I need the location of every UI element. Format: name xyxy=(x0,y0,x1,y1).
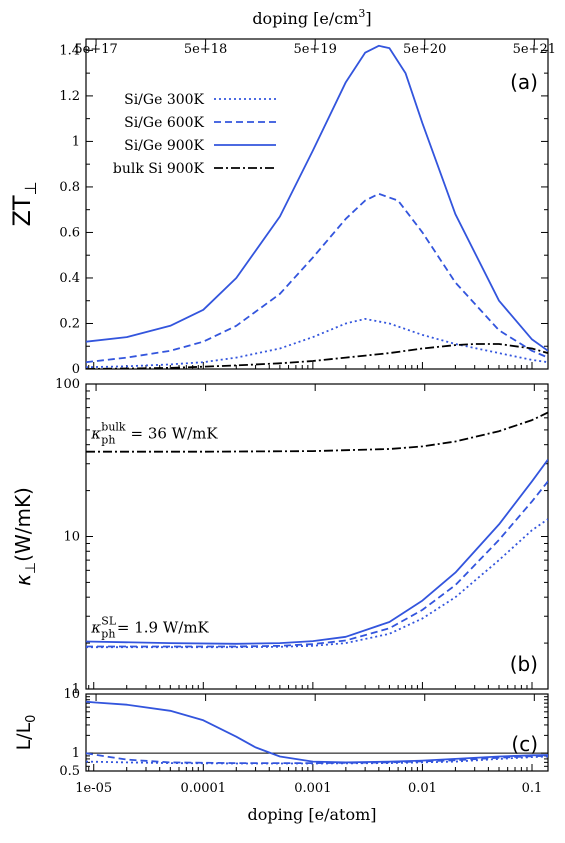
series-line-si-ge-900k xyxy=(86,458,548,645)
bottom-axis-tick-labels: 1e-05 0.0001 0.001 0.01 0.1 xyxy=(75,781,542,796)
annotation-sub: ph xyxy=(101,433,115,446)
top-axis-title: doping [e/cm3] xyxy=(252,7,371,28)
top-tick-label: 5e+17 xyxy=(74,42,117,57)
series-line-si-ge-900k xyxy=(86,44,548,352)
legend-label: Si/Ge 300K xyxy=(124,92,204,108)
series-line-bulk-si-900k xyxy=(86,411,548,453)
y-tick-label: 1 xyxy=(72,134,80,149)
y-tick-label: 10 xyxy=(63,687,80,702)
plot-frame xyxy=(85,38,549,370)
annotation-symbol: κ xyxy=(90,618,101,636)
series-line-si-ge-900k xyxy=(86,700,548,764)
bottom-tick-label: 1e-05 xyxy=(75,781,112,796)
legend-label: bulk Si 900K xyxy=(113,161,205,177)
legend-label: Si/Ge 900K xyxy=(124,138,204,154)
panel-tag: (b) xyxy=(510,652,538,676)
y-tick-label: 0.6 xyxy=(59,225,80,240)
y-axis-title: ZT⊥ xyxy=(8,181,40,226)
bottom-tick-label: 0.0001 xyxy=(181,781,227,796)
series-line-si-ge-600k xyxy=(86,480,548,648)
annotation-sub: ph xyxy=(101,627,115,640)
annotation-sup: bulk xyxy=(101,420,126,433)
y-axis-title: κ⊥(W/mK) xyxy=(11,487,39,586)
annotation-symbol: κ xyxy=(90,424,101,442)
bottom-tick-label: 0.01 xyxy=(408,781,437,796)
panel-c-lorenz: 0.5 1 10 (c) L/L0 xyxy=(13,687,549,779)
top-tick-label: 5e+18 xyxy=(184,42,227,57)
top-axis-tick-labels: 5e+17 5e+18 5e+19 5e+20 5e+21 xyxy=(74,42,556,57)
y-tick-label: 1 xyxy=(72,746,80,761)
panel-tag: (a) xyxy=(510,70,538,94)
y-tick-label: 1.4 xyxy=(59,43,80,58)
series-line-bulk-si-900k xyxy=(86,343,548,369)
bottom-tick-label: 0.001 xyxy=(294,781,331,796)
y-axis-title: L/L0 xyxy=(13,715,39,751)
series-line-si-ge-600k xyxy=(86,192,548,364)
y-tick-label: 0.4 xyxy=(59,271,80,286)
annotation-value: = 1.9 W/mK xyxy=(117,618,210,636)
top-tick-label: 5e+21 xyxy=(513,42,556,57)
y-tick-label: 1.2 xyxy=(59,89,80,104)
y-tick-label: 0.5 xyxy=(59,764,80,779)
y-tick-label: 100 xyxy=(55,377,80,392)
bottom-axis-title: doping [e/atom] xyxy=(248,805,377,824)
series-line-si-ge-300k xyxy=(86,317,548,369)
top-tick-label: 5e+19 xyxy=(293,42,336,57)
top-tick-label: 5e+20 xyxy=(403,42,446,57)
panel-tag: (c) xyxy=(511,732,538,756)
y-tick-label: 0 xyxy=(72,362,80,377)
series-line-si-ge-600k xyxy=(86,752,548,764)
y-tick-label: 0.8 xyxy=(59,180,80,195)
y-tick-label: 1 xyxy=(72,682,80,697)
bottom-tick-label: 0.1 xyxy=(522,781,543,796)
y-tick-label: 10 xyxy=(63,530,80,545)
annotation-value: = 36 W/mK xyxy=(130,424,218,442)
annotation-sup: SL xyxy=(101,614,117,627)
panel-a-zt: 00.20.40.60.811.21.4(a)ZT⊥Si/Ge 300KSi/G… xyxy=(8,38,549,377)
legend: Si/Ge 300K Si/Ge 600K Si/Ge 900K bulk Si 90… xyxy=(113,92,276,177)
legend-label: Si/Ge 600K xyxy=(124,115,204,131)
y-tick-label: 0.2 xyxy=(59,316,80,331)
plot-frame xyxy=(85,693,549,772)
